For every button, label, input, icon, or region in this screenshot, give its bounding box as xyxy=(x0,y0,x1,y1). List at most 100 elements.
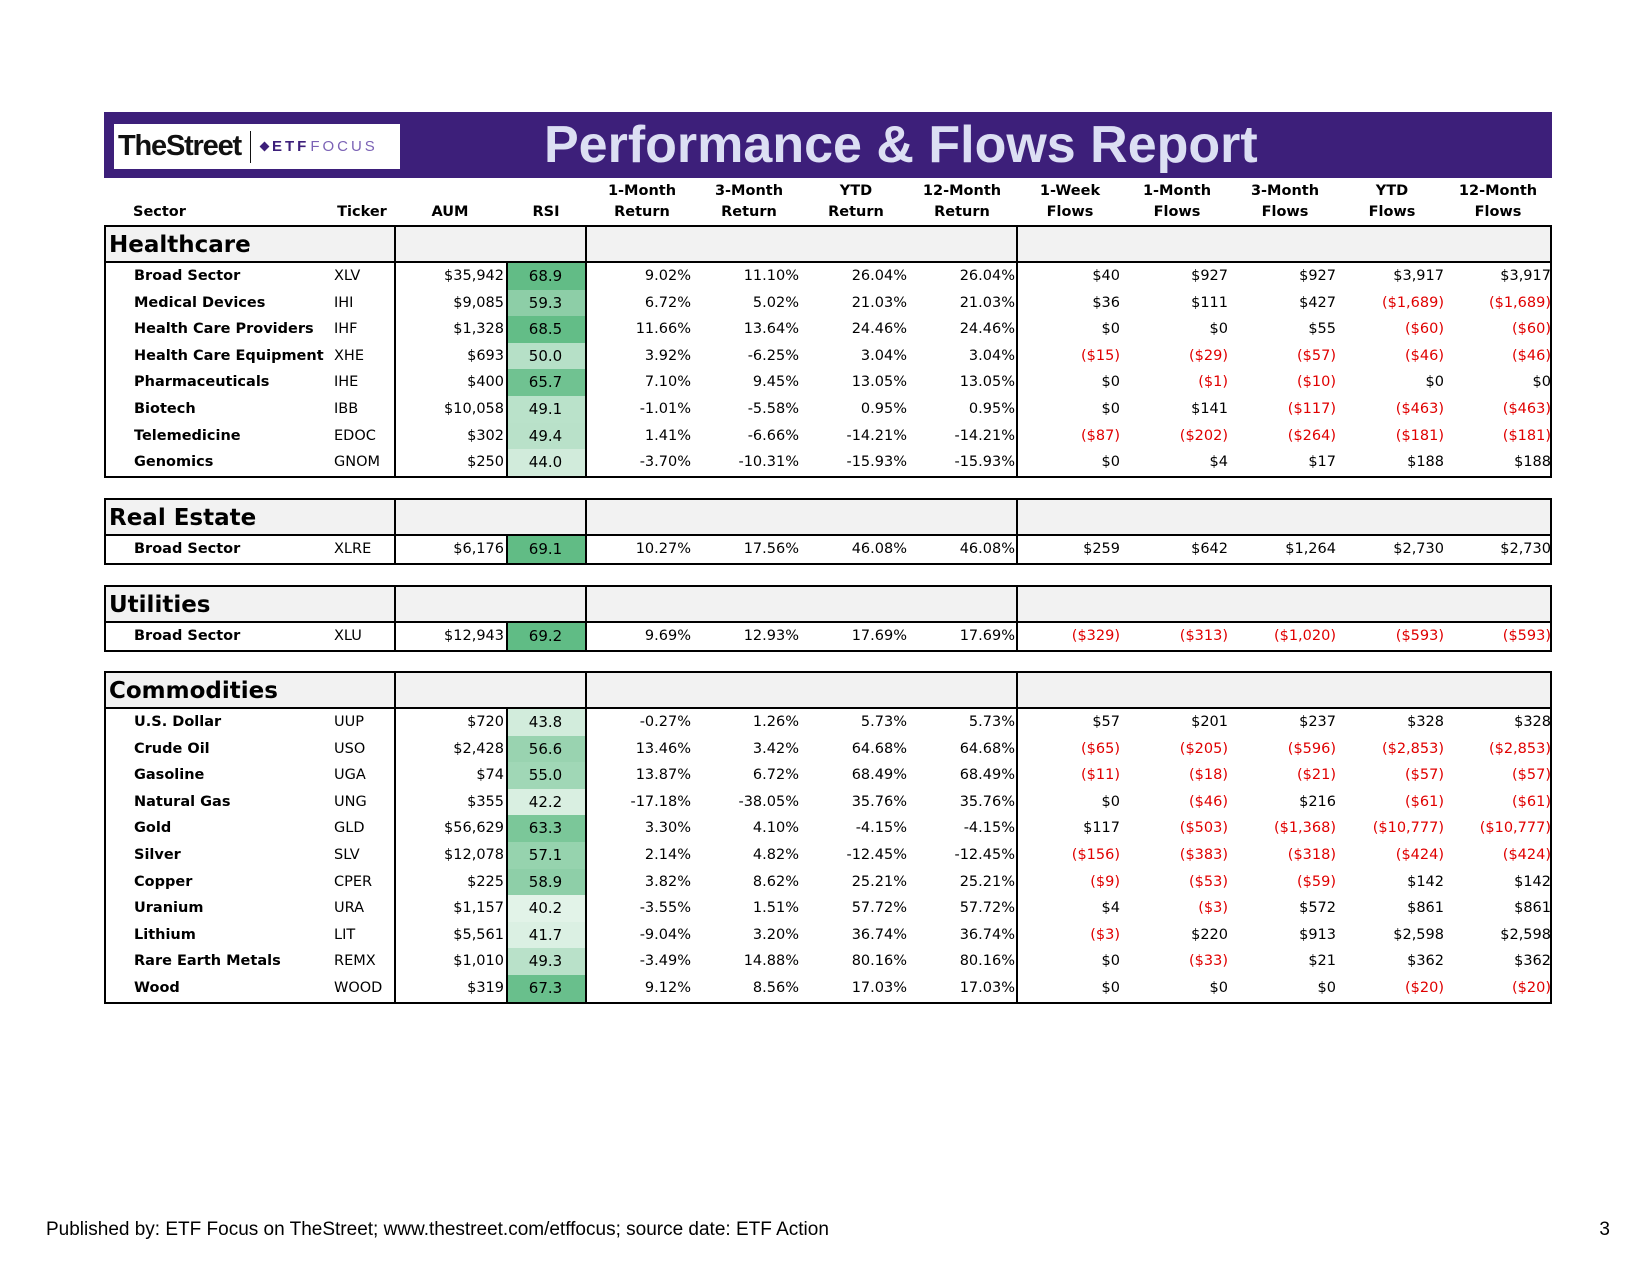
column-divider xyxy=(1016,263,1018,476)
rytd-cell: 24.46% xyxy=(851,321,907,338)
sector-title: Healthcare xyxy=(109,232,251,258)
column-header: 3-Month Flows xyxy=(1250,183,1320,220)
r3m-cell: 17.56% xyxy=(743,541,799,557)
fytd-cell: $3,917 xyxy=(1393,268,1444,284)
rsi-cell: 68.5 xyxy=(528,320,563,339)
f3m-cell: ($117) xyxy=(1287,400,1336,417)
rsi-cell: 55.0 xyxy=(528,766,563,785)
rsi-cell: 41.7 xyxy=(528,925,563,944)
rsi-cell: 44.0 xyxy=(528,453,563,472)
rsi-cell: 57.1 xyxy=(528,845,563,864)
f3m-cell: ($264) xyxy=(1287,427,1336,444)
f1w-cell: $259 xyxy=(1083,541,1120,557)
rytd-cell: -12.45% xyxy=(846,846,907,863)
r12m-cell: 64.68% xyxy=(959,740,1015,757)
aum-cell: $720 xyxy=(467,714,504,730)
rsi-cell: 69.1 xyxy=(528,540,563,558)
aum-cell: $56,629 xyxy=(444,820,504,837)
aum-cell: $1,328 xyxy=(453,321,504,338)
r3m-cell: 5.02% xyxy=(752,294,799,311)
f1m-cell: ($313) xyxy=(1179,628,1228,644)
rsi-cell-fill xyxy=(506,422,585,450)
table-row: Uranium URA $1,157 40.2 -3.55% 1.51% 57.72% 57.… xyxy=(106,895,1551,922)
table-row: Pharmaceuticals IHE $400 65.7 7.10% 9.45% 13.0… xyxy=(106,369,1551,396)
f3m-cell: $237 xyxy=(1299,714,1336,730)
rsi-cell-fill xyxy=(506,623,585,650)
table-row: Broad Sector XLV $35,942 68.9 9.02% 11.10% 26.… xyxy=(106,263,1551,290)
ticker-cell: IHF xyxy=(334,321,358,338)
rytd-cell: 46.08% xyxy=(851,541,907,557)
column-header: 12-Month Flows xyxy=(1458,183,1538,220)
ticker-cell: UUP xyxy=(334,714,364,730)
sector-name-cell: Wood xyxy=(134,979,180,996)
r3m-cell: 8.56% xyxy=(752,979,799,996)
rsi-cell: 49.1 xyxy=(528,399,563,418)
r3m-cell: -38.05% xyxy=(738,793,799,810)
fytd-cell: ($57) xyxy=(1405,767,1444,784)
f1m-cell: ($1) xyxy=(1198,374,1228,391)
f3m-cell: ($1,020) xyxy=(1273,628,1336,644)
sector-group: Commodities U.S. Dollar UUP $720 43.8 -0.27% 1… xyxy=(104,671,1552,1004)
sector-name-cell: Lithium xyxy=(134,926,196,943)
diamond-icon xyxy=(259,141,270,152)
aum-cell: $1,157 xyxy=(453,900,504,917)
header-cell-divider xyxy=(394,673,1550,707)
f1w-cell: $0 xyxy=(1101,979,1120,996)
f1m-cell: ($53) xyxy=(1189,873,1228,890)
aum-cell: $225 xyxy=(467,873,504,890)
f1m-cell: ($3) xyxy=(1198,900,1228,917)
ticker-cell: UGA xyxy=(334,767,366,784)
sector-name-cell: Medical Devices xyxy=(134,294,266,311)
f1m-cell: ($383) xyxy=(1179,846,1228,863)
rsi-cell: 69.2 xyxy=(528,627,563,645)
r1m-cell: 6.72% xyxy=(644,294,691,311)
f3m-cell: $216 xyxy=(1299,793,1336,810)
ticker-cell: IHE xyxy=(334,374,359,391)
f12m-cell: $2,598 xyxy=(1500,926,1551,943)
etf-logo-text: ETF xyxy=(271,138,310,155)
f3m-cell: ($10) xyxy=(1297,374,1336,391)
table-row: Medical Devices IHI $9,085 59.3 6.72% 5.02% 21… xyxy=(106,289,1551,317)
aum-cell: $12,943 xyxy=(444,628,504,644)
column-divider xyxy=(585,623,587,650)
f3m-cell: $572 xyxy=(1299,900,1336,917)
fytd-cell: ($463) xyxy=(1395,400,1444,417)
f3m-cell: $21 xyxy=(1308,953,1336,970)
f3m-cell: ($57) xyxy=(1297,347,1336,364)
f1w-cell: ($65) xyxy=(1081,740,1120,757)
ticker-cell: IBB xyxy=(334,400,359,417)
r12m-cell: 0.95% xyxy=(968,400,1015,417)
rytd-cell: -15.93% xyxy=(846,454,907,471)
r12m-cell: -12.45% xyxy=(954,846,1015,863)
ticker-cell: EDOC xyxy=(334,427,376,444)
sector-header: Healthcare xyxy=(104,225,1552,263)
sector-group: Real Estate Broad Sector XLRE $6,176 69.1 10.… xyxy=(104,498,1552,565)
f1m-cell: $0 xyxy=(1209,321,1228,338)
rsi-cell-fill xyxy=(506,449,585,476)
table-row: Broad Sector XLRE $6,176 69.1 10.27% 17.56% 46… xyxy=(106,536,1551,563)
column-header: 3-Month Return xyxy=(714,183,784,220)
r3m-cell: 13.64% xyxy=(743,321,799,338)
sector-name-cell: Broad Sector xyxy=(134,541,241,557)
f1w-cell: ($11) xyxy=(1081,767,1120,784)
sector-rows: U.S. Dollar UUP $720 43.8 -0.27% 1.26% 5.73% 5.… xyxy=(104,709,1552,1004)
fytd-cell: $2,598 xyxy=(1393,926,1444,943)
fytd-cell: ($46) xyxy=(1405,347,1444,364)
focus-logo-text: FOCUS xyxy=(310,138,378,155)
f3m-cell: ($1,368) xyxy=(1273,820,1336,837)
fytd-cell: $328 xyxy=(1407,714,1444,730)
sector-name-cell: Rare Earth Metals xyxy=(134,953,281,970)
rsi-cell-fill xyxy=(506,369,585,396)
f1w-cell: $57 xyxy=(1092,714,1120,730)
header-cell-divider xyxy=(394,500,1550,534)
sector-rows: Broad Sector XLRE $6,176 69.1 10.27% 17.56% 46… xyxy=(104,536,1552,565)
f12m-cell: ($181) xyxy=(1502,427,1551,444)
rsi-cell: 42.2 xyxy=(528,792,563,811)
f1m-cell: $141 xyxy=(1191,400,1228,417)
column-divider xyxy=(1016,623,1018,650)
f12m-cell: ($463) xyxy=(1502,400,1551,417)
fytd-cell: ($1,689) xyxy=(1381,294,1444,311)
rsi-cell-fill xyxy=(506,895,585,922)
table-row: Rare Earth Metals REMX $1,010 49.3 -3.49% 14.… xyxy=(106,948,1551,975)
column-divider xyxy=(1016,536,1018,563)
